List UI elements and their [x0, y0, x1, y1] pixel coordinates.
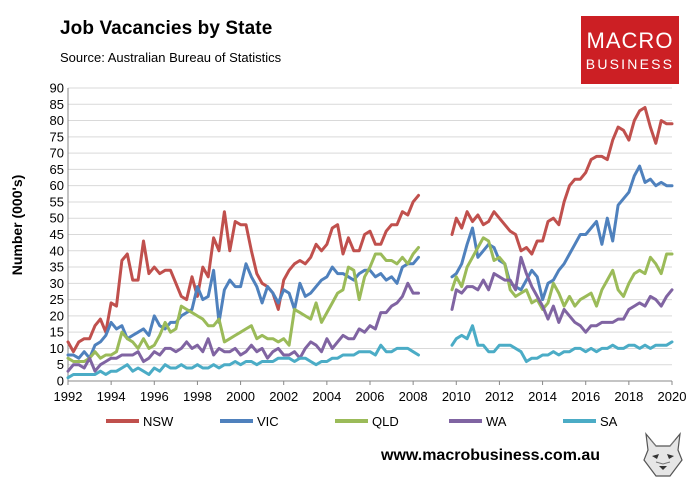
legend-label-sa: SA: [600, 414, 618, 429]
y-tick-label: 60: [50, 178, 64, 193]
x-tick-label: 2010: [442, 389, 471, 404]
y-tick-label: 35: [50, 260, 64, 275]
y-tick-label: 85: [50, 97, 64, 112]
x-tick-label: 2016: [571, 389, 600, 404]
x-tick-label: 2012: [485, 389, 514, 404]
x-tick-label: 2004: [312, 389, 341, 404]
series-line-vic: [66, 164, 674, 360]
y-tick-label: 5: [57, 357, 64, 372]
x-tick-label: 1994: [97, 389, 126, 404]
y-tick-label: 15: [50, 325, 64, 340]
legend-label-wa: WA: [486, 414, 507, 429]
x-tick-label: 1992: [54, 389, 83, 404]
x-tick-label: 2008: [399, 389, 428, 404]
wolf-icon: [643, 432, 683, 477]
y-tick-label: 10: [50, 341, 64, 356]
macrobusiness-logo: MACRO BUSINESS: [581, 16, 679, 84]
website-url[interactable]: www.macrobusiness.com.au: [381, 447, 601, 464]
y-tick-label: 75: [50, 129, 64, 144]
y-tick-label: 65: [50, 162, 64, 177]
y-tick-label: 70: [50, 146, 64, 161]
series-line-qld: [66, 236, 674, 363]
logo-line-1: MACRO: [586, 28, 674, 53]
x-tick-label: 2000: [226, 389, 255, 404]
chart-source: Source: Australian Bureau of Statistics: [60, 50, 282, 65]
legend-label-vic: VIC: [257, 414, 279, 429]
x-tick-label: 1998: [183, 389, 212, 404]
x-tick-label: 2020: [658, 389, 687, 404]
y-tick-label: 40: [50, 243, 64, 258]
series-line-wa: [66, 255, 674, 373]
y-tick-label: 45: [50, 227, 64, 242]
y-tick-label: 25: [50, 292, 64, 307]
legend-label-nsw: NSW: [143, 414, 174, 429]
y-tick-label: 0: [57, 374, 64, 389]
logo-line-2: BUSINESS: [585, 56, 675, 72]
x-tick-label: 2002: [269, 389, 298, 404]
y-tick-label: 90: [50, 81, 64, 96]
y-tick-label: 30: [50, 276, 64, 291]
y-tick-label: 50: [50, 211, 64, 226]
series-line-nsw: [66, 106, 674, 354]
series-line-sa: [66, 324, 674, 380]
x-tick-label: 2018: [614, 389, 643, 404]
x-tick-label: 2006: [356, 389, 385, 404]
x-tick-label: 2014: [528, 389, 557, 404]
legend-label-qld: QLD: [372, 414, 399, 429]
y-tick-label: 80: [50, 113, 64, 128]
y-tick-label: 55: [50, 194, 64, 209]
y-tick-label: 20: [50, 308, 64, 323]
chart-title: Job Vacancies by State: [60, 18, 273, 39]
x-tick-label: 1996: [140, 389, 169, 404]
